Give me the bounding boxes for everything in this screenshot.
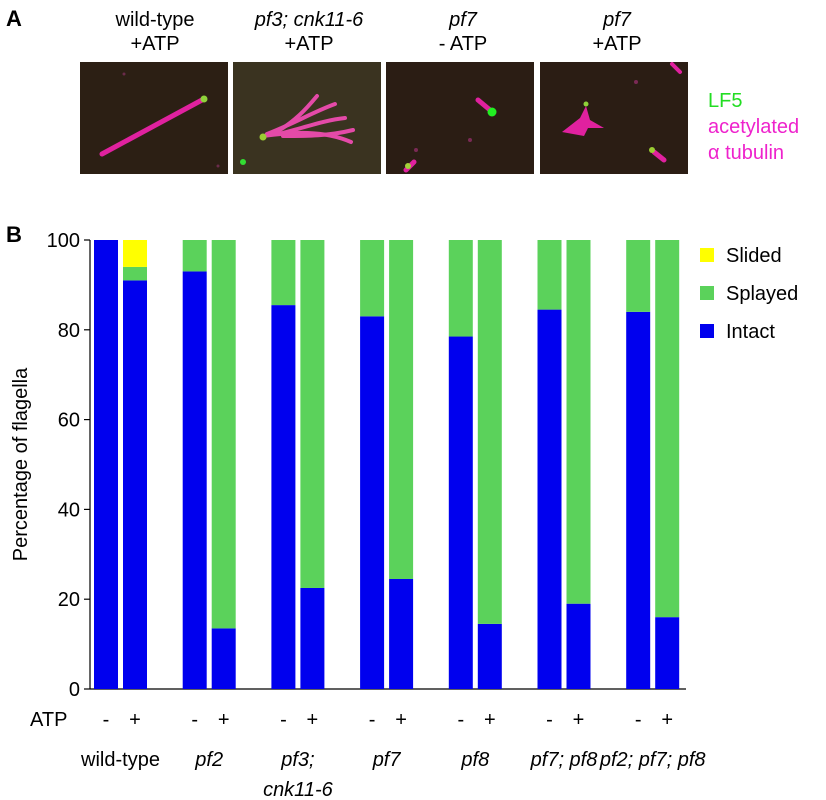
panel-a-letter: A: [6, 6, 22, 31]
atp-sign: +: [573, 709, 585, 731]
bar-intact: [477, 623, 502, 689]
legend-label-splayed: Splayed: [726, 283, 798, 305]
bar-intact: [448, 336, 473, 689]
micrograph-pf7-plus-atp: [540, 62, 688, 174]
y-axis-label: Percentage of flagella: [10, 367, 32, 561]
atp-sign: -: [457, 709, 464, 731]
caption-line2: +ATP: [592, 33, 642, 55]
legend-acetylated: acetylated: [708, 116, 800, 138]
atp-sign: +: [395, 709, 407, 731]
y-tick-label: 80: [58, 320, 80, 342]
bar-splayed: [655, 240, 680, 618]
panel-a-legend: LF5 acetylated α tubulin: [708, 88, 799, 166]
legend-swatch-splayed: [700, 286, 714, 300]
atp-sign: -: [546, 709, 553, 731]
legend-swatch-slided: [700, 248, 714, 262]
bar-splayed: [182, 240, 207, 272]
group-label-line2: cnk11-6: [263, 779, 334, 800]
caption-pf7-minus-atp: pf7 - ATP: [383, 8, 543, 56]
caption-line2: +ATP: [284, 33, 334, 55]
bar-splayed: [300, 240, 325, 588]
bar-intact: [537, 309, 562, 689]
group-label: wild-type: [80, 749, 160, 771]
bar-splayed: [123, 266, 147, 281]
bar-splayed: [389, 240, 414, 579]
legend-label-slided: Slided: [726, 245, 782, 267]
legend-lf5: LF5: [708, 90, 743, 112]
atp-sign: -: [635, 709, 642, 731]
atp-sign: +: [661, 709, 673, 731]
group-label: pf7; pf8: [530, 749, 598, 771]
bar-splayed: [566, 240, 591, 604]
legend-label-intact: Intact: [726, 321, 775, 343]
legend-swatch-intact: [700, 324, 714, 338]
bar-intact: [389, 578, 414, 689]
micrograph-wild-type: [80, 62, 228, 174]
caption-line1: pf7: [449, 9, 477, 31]
micrograph-pf3-cnk11-6: [233, 62, 381, 174]
bar-intact: [566, 603, 591, 689]
micrograph-pf7-minus-atp: [386, 62, 534, 174]
group-label: pf3;: [280, 749, 314, 771]
atp-sign: +: [484, 709, 496, 731]
y-tick-label: 100: [47, 230, 80, 252]
bar-splayed: [448, 240, 473, 337]
bar-splayed: [626, 240, 651, 312]
atp-sign: +: [129, 709, 141, 731]
bar-intact: [626, 311, 651, 689]
legend-tubulin: α tubulin: [708, 142, 785, 164]
bar-splayed: [537, 240, 562, 310]
y-tick-label: 0: [69, 679, 80, 701]
atp-sign: -: [103, 709, 110, 731]
atp-sign: -: [191, 709, 198, 731]
atp-row-label: ATP: [30, 709, 67, 731]
bar-splayed: [477, 240, 502, 624]
caption-line1: wild-type: [115, 9, 195, 31]
bar-intact: [182, 271, 207, 689]
bar-intact: [300, 587, 325, 689]
caption-wild-type: wild-type +ATP: [75, 8, 235, 56]
caption-line2: +ATP: [130, 33, 180, 55]
bar-intact: [655, 617, 680, 689]
atp-sign: +: [307, 709, 319, 731]
caption-line2: - ATP: [438, 33, 488, 55]
bar-intact: [360, 316, 385, 689]
atp-sign: -: [369, 709, 376, 731]
group-label: pf7: [372, 749, 402, 771]
group-label: pf2: [194, 749, 223, 771]
bar-intact: [94, 240, 118, 689]
bar-intact: [211, 628, 236, 689]
bar-splayed: [271, 240, 296, 306]
caption-pf3-cnk11-6: pf3; cnk11-6 +ATP: [229, 8, 389, 56]
y-tick-label: 20: [58, 589, 80, 611]
atp-sign: -: [280, 709, 287, 731]
bar-intact: [123, 280, 147, 689]
caption-pf7-plus-atp: pf7 +ATP: [537, 8, 697, 56]
atp-sign: +: [218, 709, 230, 731]
y-tick-label: 60: [58, 410, 80, 432]
bar-slided: [123, 240, 147, 267]
bar-intact: [271, 305, 296, 689]
caption-line1: pf3; cnk11-6: [254, 9, 364, 31]
group-label: pf2; pf7; pf8: [599, 749, 706, 771]
bar-splayed: [360, 240, 385, 317]
group-label: pf8: [460, 749, 489, 771]
bar-splayed: [211, 240, 236, 629]
caption-line1: pf7: [603, 9, 631, 31]
panel-b-letter: B: [6, 222, 22, 247]
y-tick-label: 40: [58, 499, 80, 521]
